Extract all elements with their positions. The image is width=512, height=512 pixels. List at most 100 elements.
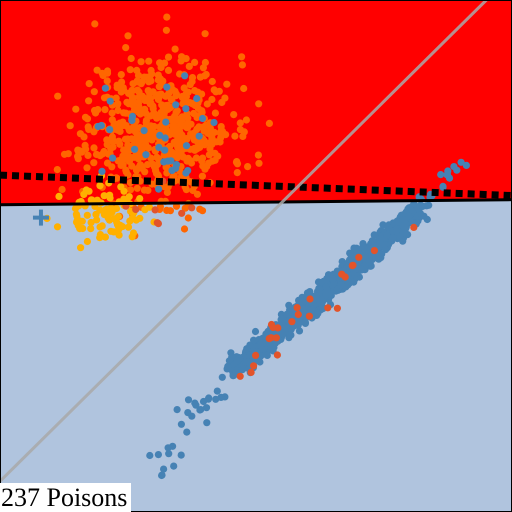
data-point bbox=[231, 132, 239, 140]
data-point bbox=[303, 289, 311, 297]
data-point bbox=[191, 399, 199, 407]
data-point bbox=[167, 95, 175, 104]
data-point bbox=[255, 159, 263, 167]
data-point bbox=[457, 158, 465, 166]
data-point bbox=[146, 451, 154, 460]
data-point bbox=[98, 69, 106, 77]
data-point bbox=[136, 110, 144, 118]
data-point bbox=[192, 154, 200, 162]
data-point bbox=[195, 132, 203, 140]
data-point bbox=[182, 55, 190, 63]
data-point bbox=[189, 186, 197, 195]
data-point bbox=[199, 397, 208, 406]
data-point bbox=[77, 244, 85, 252]
data-point bbox=[172, 161, 181, 169]
data-point bbox=[93, 216, 101, 224]
data-point bbox=[383, 231, 391, 239]
data-point bbox=[214, 152, 222, 160]
markers bbox=[32, 209, 49, 226]
data-point bbox=[170, 462, 178, 470]
data-point bbox=[112, 94, 120, 102]
data-point bbox=[450, 163, 458, 171]
data-point bbox=[76, 130, 84, 138]
data-point bbox=[219, 128, 227, 136]
data-point bbox=[213, 387, 221, 395]
data-point bbox=[172, 101, 180, 109]
data-point bbox=[155, 185, 163, 193]
data-point bbox=[165, 450, 173, 458]
data-point bbox=[127, 54, 135, 63]
data-point bbox=[370, 231, 378, 239]
data-point bbox=[123, 98, 131, 106]
data-point bbox=[205, 139, 213, 147]
data-points bbox=[43, 13, 470, 480]
data-point bbox=[119, 121, 128, 129]
data-point bbox=[168, 166, 176, 175]
data-point bbox=[410, 223, 418, 231]
data-point bbox=[142, 151, 150, 159]
data-point bbox=[66, 122, 74, 130]
data-point bbox=[87, 218, 95, 227]
data-point bbox=[154, 220, 162, 228]
data-point bbox=[172, 125, 180, 133]
data-point bbox=[252, 351, 260, 359]
data-point bbox=[116, 140, 124, 148]
data-point bbox=[357, 265, 365, 273]
data-point bbox=[83, 237, 91, 246]
data-point bbox=[85, 125, 93, 133]
data-point bbox=[329, 275, 337, 283]
data-point bbox=[312, 292, 320, 300]
data-point bbox=[365, 258, 373, 266]
data-point bbox=[162, 118, 170, 126]
boundary-lines bbox=[0, 0, 512, 483]
data-point bbox=[156, 131, 164, 139]
data-point bbox=[293, 304, 301, 312]
data-point bbox=[202, 404, 211, 412]
data-point bbox=[282, 324, 290, 332]
data-point bbox=[155, 93, 163, 101]
data-point bbox=[233, 169, 241, 177]
data-point bbox=[131, 145, 139, 153]
data-point bbox=[205, 394, 213, 402]
data-point bbox=[125, 89, 133, 97]
data-point bbox=[247, 368, 255, 376]
data-point bbox=[182, 135, 190, 143]
data-point bbox=[103, 205, 111, 213]
data-point bbox=[381, 241, 389, 249]
data-point bbox=[299, 298, 307, 306]
data-point bbox=[250, 362, 258, 370]
data-point bbox=[324, 304, 332, 312]
data-point bbox=[183, 428, 191, 436]
data-point bbox=[106, 97, 114, 105]
data-point bbox=[183, 99, 191, 107]
data-point bbox=[96, 231, 104, 239]
data-point bbox=[92, 150, 101, 158]
data-point bbox=[158, 101, 166, 109]
data-point bbox=[163, 13, 171, 21]
data-point bbox=[201, 165, 209, 173]
data-point bbox=[184, 409, 192, 417]
data-point bbox=[267, 343, 275, 351]
data-point bbox=[125, 153, 134, 161]
data-point bbox=[73, 217, 81, 225]
data-point bbox=[375, 255, 383, 263]
data-point bbox=[158, 471, 166, 480]
data-point bbox=[182, 93, 190, 101]
data-point bbox=[347, 252, 355, 260]
data-point bbox=[136, 161, 144, 169]
series-4 bbox=[415, 158, 470, 210]
data-point bbox=[279, 315, 287, 323]
data-point bbox=[161, 134, 169, 142]
data-point bbox=[161, 146, 169, 154]
data-point bbox=[171, 130, 179, 138]
data-point bbox=[145, 57, 153, 65]
data-point bbox=[159, 77, 167, 85]
data-point bbox=[129, 94, 137, 102]
data-point bbox=[294, 310, 302, 319]
data-point bbox=[132, 205, 140, 214]
data-point bbox=[185, 62, 193, 70]
data-point bbox=[110, 228, 118, 236]
data-point bbox=[182, 105, 190, 113]
data-point bbox=[199, 154, 207, 162]
